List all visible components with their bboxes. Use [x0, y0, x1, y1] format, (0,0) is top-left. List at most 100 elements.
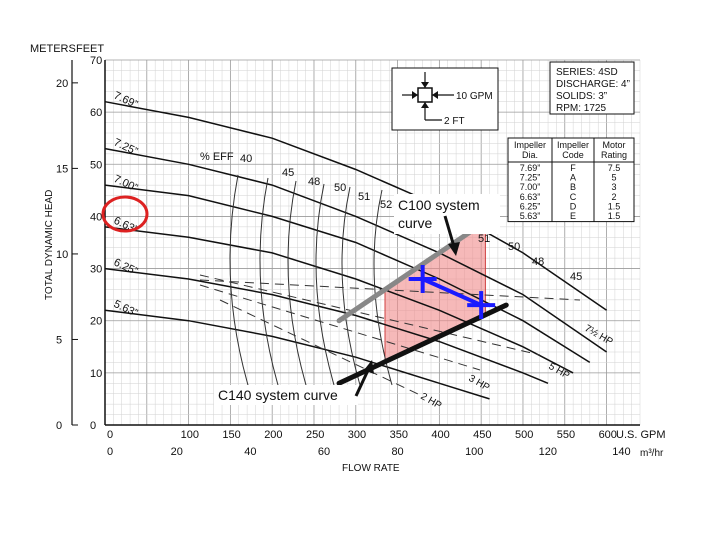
impeller-table-cell: 3	[611, 182, 616, 192]
c140-label-bg	[214, 385, 358, 405]
impeller-table-frame	[507, 137, 635, 223]
efficiency-label: 50	[508, 241, 520, 253]
c100-system-curve	[336, 219, 488, 324]
scale-key-head: 2 FT	[444, 116, 465, 127]
y-tick-feet: 40	[90, 211, 102, 223]
impeller-curve	[104, 267, 549, 384]
impeller-table-cell: B	[570, 182, 576, 192]
impeller-table-cell: 2	[611, 192, 616, 202]
impeller-table-cell: 1.5	[608, 211, 621, 221]
impeller-curve	[104, 147, 608, 353]
x-tick-m3hr: 140	[612, 446, 630, 458]
y-tick-meters: 5	[56, 334, 62, 346]
hp-label: 3 HP	[467, 373, 492, 394]
impeller-curve-label: 6.25”	[112, 256, 140, 278]
impeller-table-cell: 1.5	[608, 201, 621, 211]
hp-line	[199, 284, 481, 371]
impeller-curve-label: 6.63”	[112, 215, 140, 237]
efficiency-curve	[229, 174, 249, 386]
y-tick-meters: 20	[56, 78, 68, 90]
operating-points	[408, 265, 496, 320]
impeller-curve-label: 7.00”	[112, 173, 140, 195]
x-tick-m3hr: 0	[107, 446, 113, 458]
impeller-table-header: Code	[562, 150, 584, 160]
y-tick-feet: 30	[90, 264, 102, 276]
efficiency-label: 51	[478, 233, 490, 245]
x-tick-gpm: 600	[599, 429, 617, 441]
hp-line	[219, 299, 421, 396]
hp-line	[199, 274, 541, 356]
y-tick-feet: 0	[90, 420, 96, 432]
c100-arrowhead	[448, 242, 460, 256]
x-axis-title: FLOW RATE	[342, 463, 400, 474]
efficiency-curve	[315, 183, 335, 386]
x-tick-gpm: 300	[348, 429, 366, 441]
spec-rpm: RPM: 1725	[556, 103, 606, 114]
c140-arrowhead	[364, 360, 374, 374]
x-tick-gpm: 450	[473, 429, 491, 441]
spec-discharge: DISCHARGE: 4”	[556, 79, 630, 90]
impeller-table-cell: E	[570, 211, 576, 221]
y-tick-feet: 10	[90, 368, 102, 380]
efficiency-label: 48	[532, 256, 544, 268]
efficiency-curve	[259, 177, 279, 386]
x-tick-m3hr: 120	[539, 446, 557, 458]
impeller-table-cell: 7.5	[608, 163, 621, 173]
impeller-table-header: Impeller	[514, 140, 546, 150]
x-tick-m3hr: 100	[465, 446, 483, 458]
x-tick-m3hr: 80	[391, 446, 403, 458]
efficiency-label: 45	[282, 167, 294, 179]
hp-line	[199, 279, 581, 301]
impeller-table-cell: 7.00”	[520, 182, 541, 192]
impeller-table-header: Impeller	[557, 140, 589, 150]
y-tick-meters: 15	[56, 163, 68, 175]
hp-label: 7½ HP	[583, 323, 615, 348]
impeller-curve	[104, 309, 490, 400]
y-tick-feet: 70	[90, 55, 102, 67]
impeller-curve	[104, 184, 591, 364]
efficiency-curve	[287, 180, 307, 386]
impeller-table-cell: F	[570, 163, 576, 173]
efficiency-label: 51	[358, 191, 370, 203]
impeller-table-header: Motor	[602, 140, 625, 150]
feet-unit-label: FEET	[76, 43, 104, 55]
x-tick-m3hr: 40	[244, 446, 256, 458]
m3hr-unit-label: m³/hr	[640, 448, 664, 459]
impeller-curve-label: 7.69”	[112, 90, 140, 112]
x-tick-m3hr: 60	[318, 446, 330, 458]
y-axis-title: TOTAL DYNAMIC HEAD	[44, 190, 55, 300]
c140-label: C140 system curve	[218, 387, 338, 403]
gpm-unit-label: U.S. GPM	[616, 429, 666, 441]
spec-series: SERIES: 4SD	[556, 67, 618, 78]
x-tick-m3hr: 20	[171, 446, 183, 458]
x-tick-gpm: 250	[306, 429, 324, 441]
impeller-table-header: Rating	[601, 150, 627, 160]
annotation-arrows	[354, 215, 460, 397]
scale-key: 10 GPM 2 FT	[391, 67, 499, 131]
operating-region-fill	[384, 220, 486, 364]
y-tick-feet: 60	[90, 107, 102, 119]
y-tick-meters: 10	[56, 249, 68, 261]
impeller-curve-label: 5.63”	[112, 298, 140, 320]
impeller-table-cell: 6.63”	[520, 192, 541, 202]
impeller-table-cell: D	[570, 201, 577, 211]
scale-key-flow: 10 GPM	[456, 91, 493, 102]
impeller-table-header: Dia.	[522, 150, 538, 160]
efficiency-label: 45	[570, 271, 582, 283]
impeller-table-cell: 6.25”	[520, 201, 541, 211]
impeller-table: ImpellerDia.ImpellerCodeMotorRating7.69”…	[507, 137, 635, 223]
y-tick-feet: 20	[90, 316, 102, 328]
impeller-table-cell: 7.25”	[520, 173, 541, 183]
chart-grid	[104, 59, 641, 426]
efficiency-label: 48	[308, 176, 320, 188]
impeller-curve	[104, 226, 574, 374]
y-tick-meters: 0	[56, 420, 62, 432]
spec-solids: SOLIDS: 3”	[556, 91, 607, 102]
x-tick-gpm: 550	[557, 429, 575, 441]
x-tick-gpm: 350	[390, 429, 408, 441]
efficiency-label: 40	[240, 153, 252, 165]
impeller-table-cell: 7.69”	[520, 163, 541, 173]
c100-label-line2: curve	[398, 215, 432, 231]
